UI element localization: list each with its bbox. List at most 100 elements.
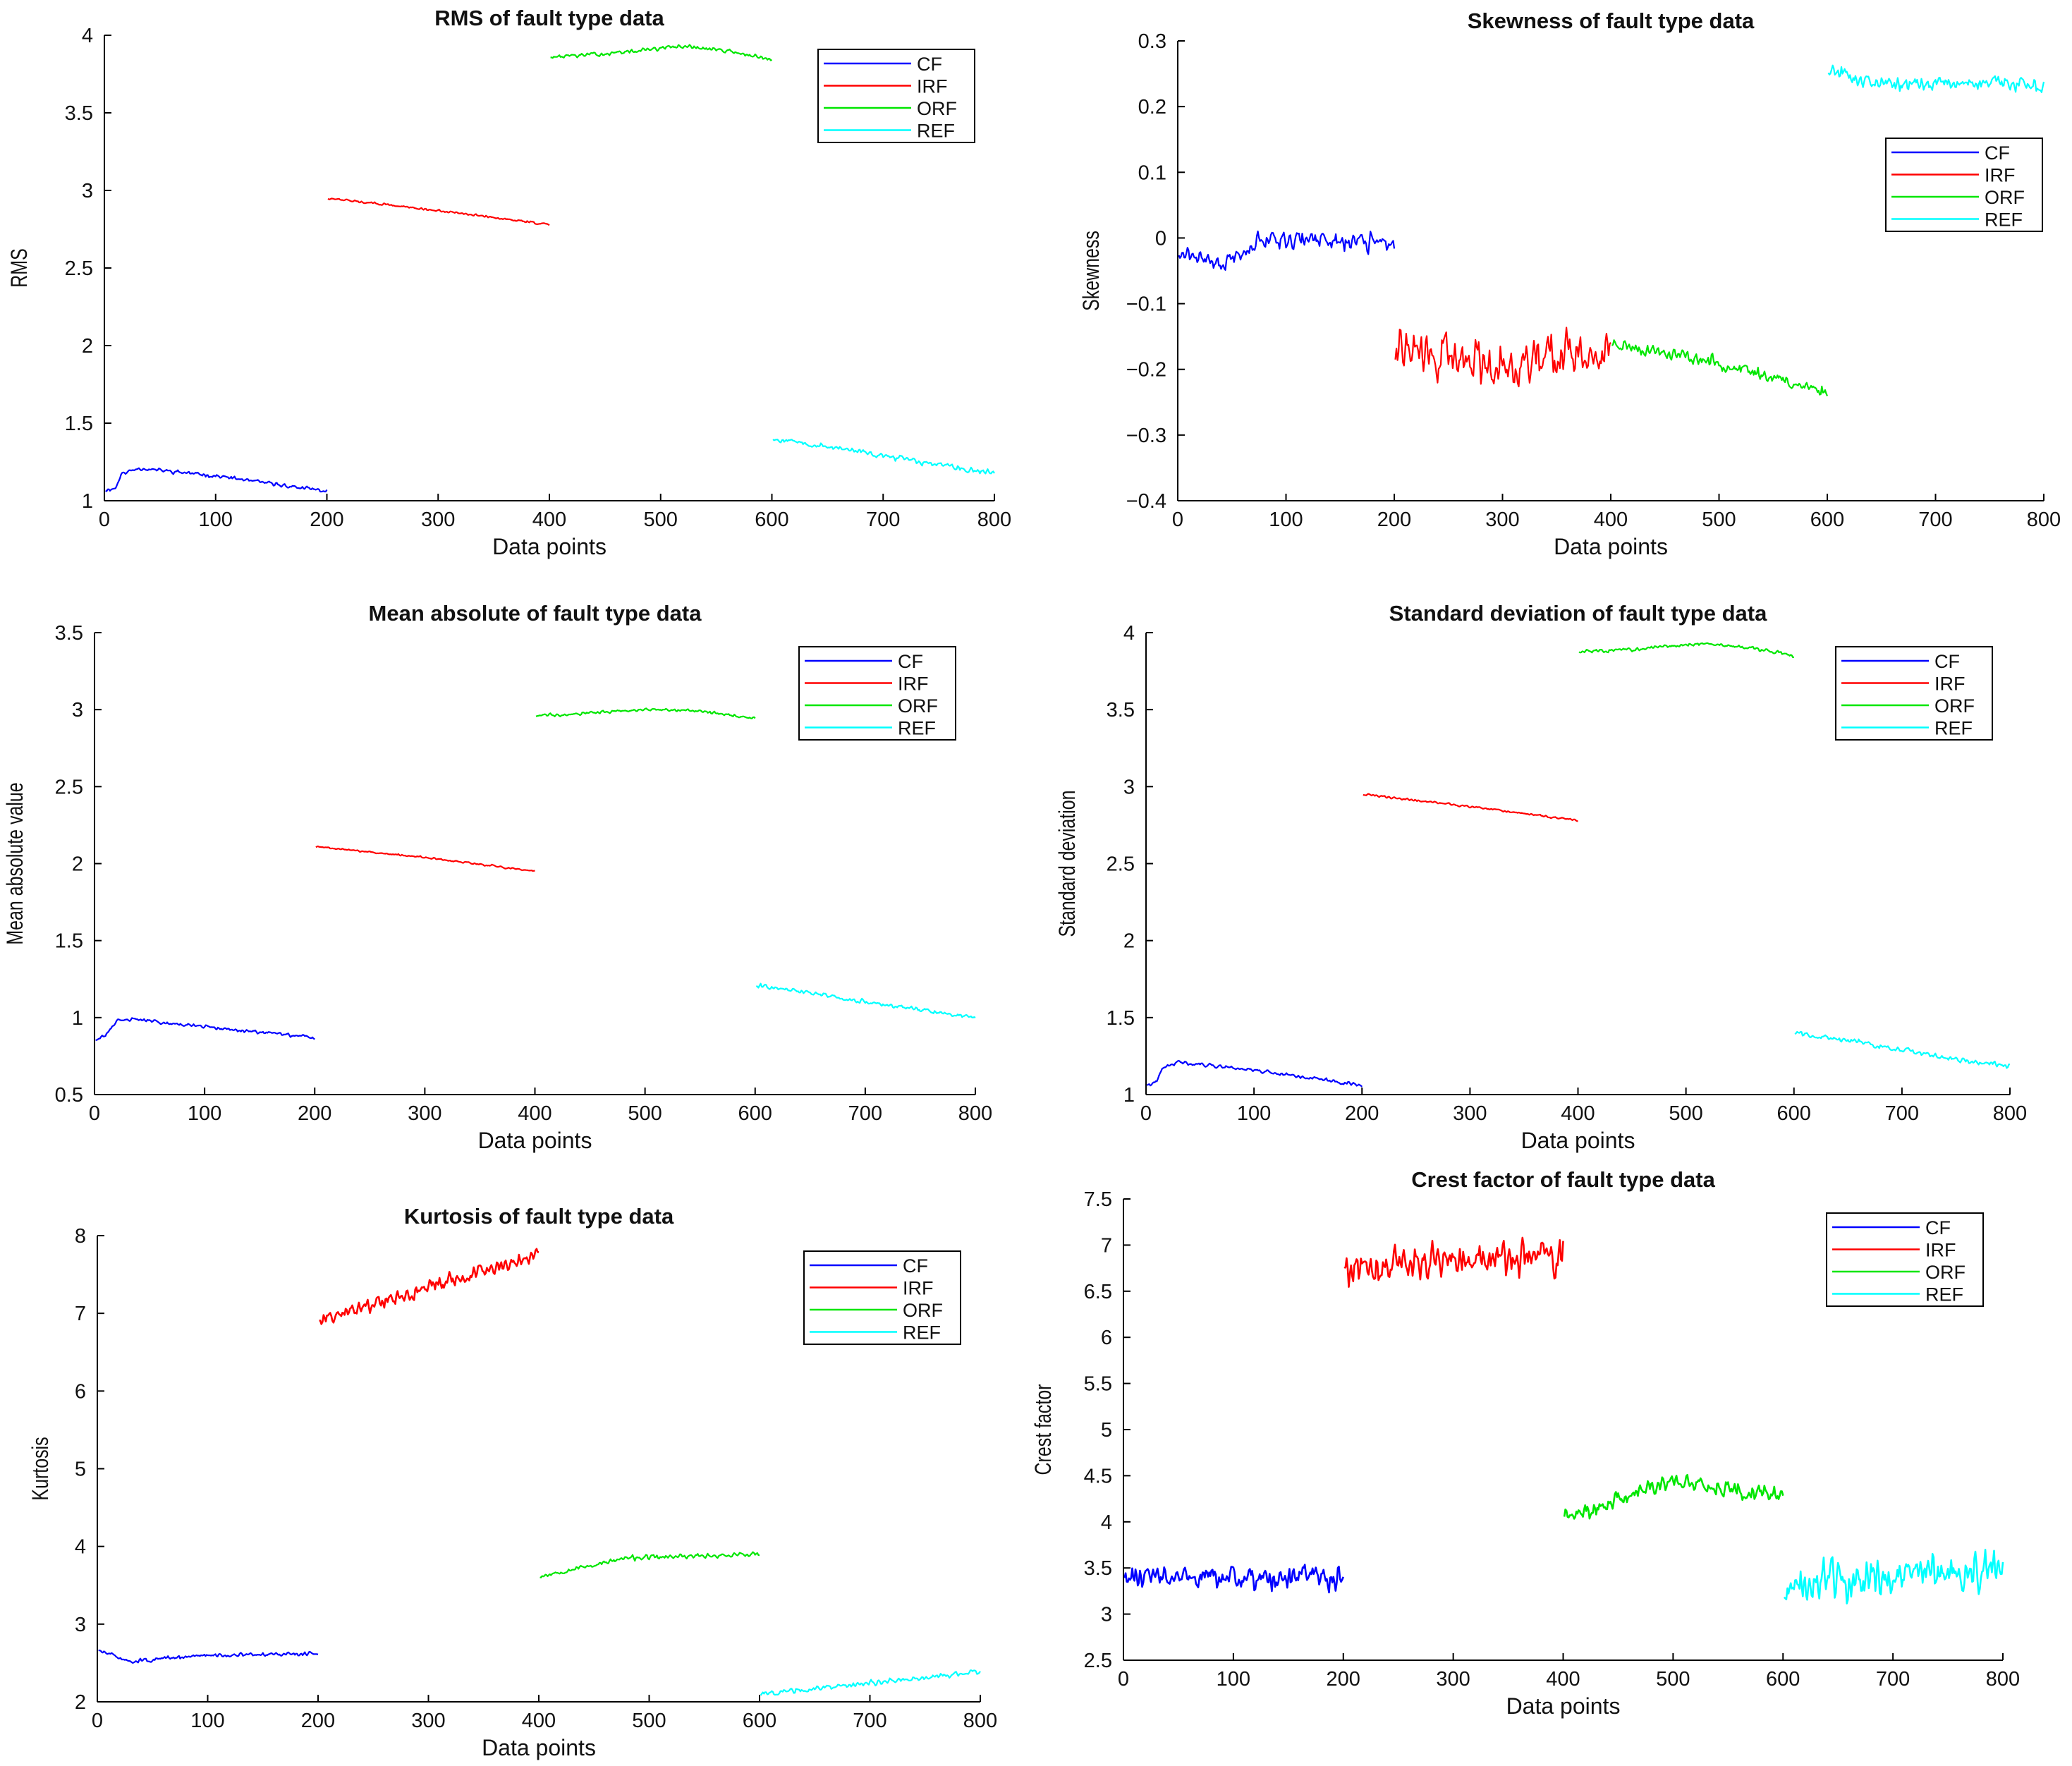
x-tick-label: 200 [1345,1102,1379,1125]
legend-label-irf: IRF [903,1278,934,1299]
chart-title: RMS of fault type data [434,6,664,30]
y-tick-label: 4 [75,1536,86,1559]
x-tick-label: 300 [421,509,455,531]
y-tick-label: 4 [1101,1511,1112,1534]
x-tick-label: 0 [1172,509,1183,531]
series-line-cf [1123,1564,1345,1594]
y-tick-label: 0.1 [1138,162,1166,184]
x-tick-label: 600 [755,509,788,531]
chart-2: 0 100 200 300 400 500 600 700 800 0.5 1 1.5 2 2.5 3 3.5… [3,601,992,1153]
x-tick-label: 800 [977,509,1011,531]
x-tick-label: 600 [738,1102,772,1125]
chart-title: Mean absolute of fault type data [369,601,702,626]
legend-label-orf: ORF [903,1300,943,1321]
x-tick-label: 200 [1377,509,1411,531]
y-tick-label: 3 [1101,1604,1112,1626]
y-tick-label: −0.3 [1126,425,1166,447]
y-tick-label: 3 [75,1614,86,1636]
series-line-cf [98,1649,319,1664]
y-tick-label: 3.5 [65,102,93,125]
y-tick-label: 2.5 [65,257,93,280]
series-line-orf [1563,1473,1784,1520]
y-tick-label: 1.5 [65,413,93,435]
x-tick-label: 400 [518,1102,551,1125]
y-tick-label: 2 [75,1691,86,1714]
legend-box [817,49,975,143]
series-line-cf [105,467,328,493]
legend-label-cf: CF [917,54,942,75]
x-tick-label: 0 [92,1710,103,1732]
y-tick-label: 7 [1101,1234,1112,1257]
y-axis-label: Crest factor [1031,1384,1056,1475]
series-line-orf [1578,642,1794,659]
y-tick-label: −0.4 [1126,490,1166,513]
chart-5: 0 100 200 300 400 500 600 700 800 2.5 3 3.5 4 4.5 5 5.5… [1031,1167,2020,1719]
y-tick-label: 0 [1155,227,1166,250]
chart-1: 0 100 200 300 400 500 600 700 800 −0.4 −0.3 −0.2 −0.… [1079,8,2061,559]
series-line-orf [1611,339,1829,396]
y-axis-label: Standard deviation [1055,790,1080,937]
y-tick-label: 5 [75,1459,86,1481]
x-axis-label: Data points [482,1735,596,1760]
x-tick-label: 800 [1993,1102,2027,1125]
x-tick-label: 100 [199,509,233,531]
y-tick-label: 4 [82,25,93,47]
x-tick-label: 0 [1118,1668,1129,1691]
y-axis-label: Mean absolute value [3,782,28,944]
x-tick-label: 800 [2027,509,2061,531]
y-tick-label: 5.5 [1084,1373,1112,1396]
legend-label-orf: ORF [1925,1262,1966,1283]
series-line-orf [550,44,772,61]
x-tick-label: 100 [190,1710,224,1732]
x-tick-label: 500 [644,509,678,531]
series-line-cf [1178,230,1396,271]
x-tick-label: 200 [301,1710,335,1732]
y-tick-label: 3.5 [1107,699,1135,721]
series-line-irf [1363,793,1578,822]
y-tick-label: 2 [82,335,93,358]
x-axis-label: Data points [478,1128,592,1153]
chart-title: Skewness of fault type data [1468,8,1755,33]
series-line-ref [1783,1549,2004,1604]
y-tick-label: 4.5 [1084,1465,1112,1487]
y-tick-label: 7.5 [1084,1188,1112,1211]
y-tick-label: −0.2 [1126,359,1166,382]
legend-label-irf: IRF [1934,674,1966,695]
x-tick-label: 800 [963,1710,997,1732]
legend-label-irf: IRF [898,674,929,695]
x-tick-label: 700 [1885,1102,1919,1125]
y-tick-label: 3 [1123,776,1135,798]
series-line-orf [540,1551,760,1578]
x-tick-label: 800 [958,1102,992,1125]
x-tick-label: 300 [1485,509,1519,531]
y-tick-label: 2.5 [55,776,83,798]
x-tick-label: 500 [1702,509,1736,531]
y-axis-label: RMS [7,248,32,287]
x-tick-label: 0 [89,1102,100,1125]
legend-label-cf: CF [903,1255,928,1277]
x-tick-label: 600 [1810,509,1844,531]
series-line-cf [95,1017,315,1041]
series-line-ref [1827,64,2045,93]
legend-label-orf: ORF [1985,187,2025,208]
x-tick-label: 200 [310,509,343,531]
chart-title: Crest factor of fault type data [1411,1167,1715,1192]
x-tick-label: 500 [1669,1102,1702,1125]
y-axis-label: Skewness [1079,231,1104,311]
x-tick-label: 600 [743,1710,776,1732]
x-tick-label: 500 [628,1102,662,1125]
legend-box [803,1250,961,1345]
x-tick-label: 400 [1594,509,1628,531]
x-tick-label: 600 [1777,1102,1811,1125]
x-tick-label: 0 [1140,1102,1152,1125]
y-tick-label: 3 [82,180,93,202]
x-axis-label: Data points [1554,534,1668,559]
legend-label-ref: REF [1934,718,1973,739]
chart-4: 0 100 200 300 400 500 600 700 800 2 3 4 5 6 7 8 Kurtosis… [28,1204,997,1760]
y-tick-label: 4 [1123,622,1135,645]
legend-box [1885,138,2043,232]
y-tick-label: 3 [72,699,83,721]
